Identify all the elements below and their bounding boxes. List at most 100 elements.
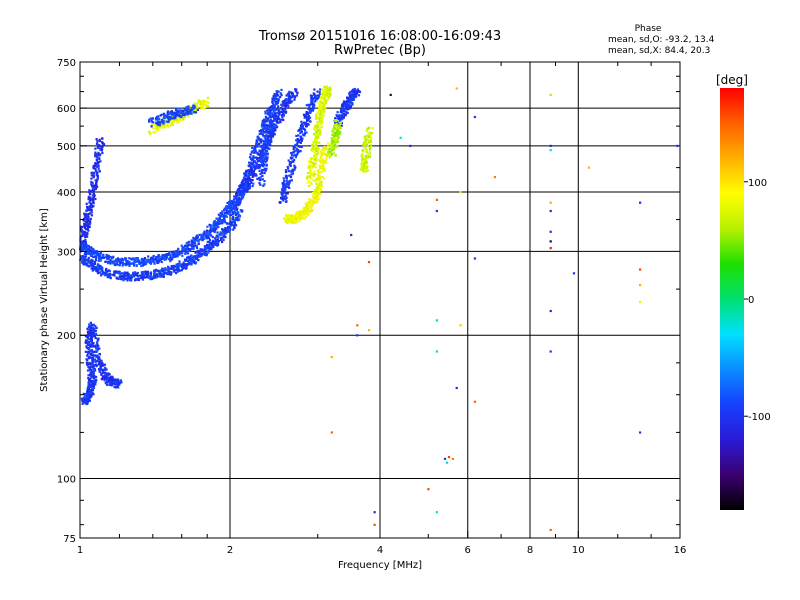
data-point bbox=[365, 148, 368, 151]
data-point bbox=[319, 133, 322, 136]
data-point bbox=[195, 237, 198, 240]
data-point bbox=[317, 197, 321, 201]
data-point bbox=[251, 146, 254, 149]
data-point bbox=[87, 252, 90, 255]
data-point bbox=[160, 126, 163, 129]
data-point bbox=[128, 264, 131, 267]
data-point bbox=[266, 127, 269, 130]
data-point bbox=[187, 115, 190, 118]
data-point bbox=[333, 145, 336, 148]
data-point bbox=[138, 262, 141, 265]
data-point bbox=[251, 156, 254, 159]
data-point bbox=[234, 217, 237, 220]
data-point bbox=[96, 343, 99, 346]
data-point bbox=[320, 91, 323, 94]
data-point bbox=[293, 218, 296, 222]
data-point bbox=[282, 197, 285, 200]
data-point bbox=[272, 115, 275, 118]
data-point bbox=[275, 117, 278, 120]
data-point bbox=[154, 124, 157, 127]
data-point bbox=[269, 135, 272, 138]
data-point bbox=[258, 179, 261, 182]
data-point bbox=[323, 99, 326, 102]
data-point bbox=[95, 375, 98, 379]
data-point bbox=[170, 265, 173, 268]
y-tick-label: 200 bbox=[57, 331, 76, 342]
data-point bbox=[84, 400, 87, 403]
data-point bbox=[291, 215, 294, 218]
data-point bbox=[136, 275, 139, 278]
data-point bbox=[84, 249, 87, 252]
data-point bbox=[122, 275, 125, 279]
data-point bbox=[131, 262, 134, 265]
data-point bbox=[313, 193, 316, 196]
data-point bbox=[87, 222, 90, 225]
data-point bbox=[83, 218, 86, 221]
data-point bbox=[327, 147, 330, 150]
data-point bbox=[244, 172, 247, 175]
data-point bbox=[199, 254, 202, 257]
data-point bbox=[261, 154, 264, 157]
data-point bbox=[271, 99, 274, 102]
data-point bbox=[90, 180, 93, 183]
data-point bbox=[184, 263, 188, 266]
data-point bbox=[90, 369, 93, 372]
data-point bbox=[206, 225, 209, 228]
data-point bbox=[225, 232, 228, 235]
data-point bbox=[91, 358, 94, 361]
data-point bbox=[89, 199, 92, 202]
data-point bbox=[169, 254, 172, 257]
data-point bbox=[81, 225, 84, 228]
data-point bbox=[149, 278, 152, 281]
data-point bbox=[85, 358, 88, 361]
data-point bbox=[97, 168, 100, 171]
data-point bbox=[175, 251, 178, 254]
data-point bbox=[315, 135, 318, 138]
data-point bbox=[168, 257, 171, 260]
data-point bbox=[105, 270, 108, 273]
data-point bbox=[116, 384, 119, 387]
data-point bbox=[187, 252, 190, 255]
data-point bbox=[316, 120, 319, 123]
data-point bbox=[93, 255, 97, 258]
data-point bbox=[269, 111, 272, 114]
data-point bbox=[93, 262, 96, 265]
data-point bbox=[363, 145, 366, 149]
data-point bbox=[361, 143, 365, 146]
data-point bbox=[100, 373, 103, 376]
data-point bbox=[320, 161, 323, 164]
data-point bbox=[116, 271, 119, 274]
data-point bbox=[258, 132, 261, 135]
data-point bbox=[106, 276, 109, 279]
data-point bbox=[221, 210, 224, 213]
data-point bbox=[304, 121, 307, 124]
data-point bbox=[327, 88, 330, 91]
data-point bbox=[190, 254, 193, 257]
data-point bbox=[297, 216, 300, 219]
data-point bbox=[243, 193, 246, 196]
data-point bbox=[90, 267, 93, 270]
data-point bbox=[266, 146, 269, 150]
data-point bbox=[152, 255, 155, 258]
data-point bbox=[251, 175, 254, 178]
data-point bbox=[194, 251, 197, 254]
data-point bbox=[187, 106, 190, 109]
data-point bbox=[327, 150, 330, 153]
data-point bbox=[92, 192, 95, 195]
data-point bbox=[233, 198, 236, 201]
data-point bbox=[184, 244, 188, 247]
data-point bbox=[225, 215, 228, 218]
data-point bbox=[427, 488, 430, 491]
data-point bbox=[90, 214, 93, 217]
data-point bbox=[587, 166, 590, 169]
data-point bbox=[133, 257, 136, 260]
data-point bbox=[86, 386, 89, 389]
data-point bbox=[216, 234, 219, 237]
data-point bbox=[273, 117, 276, 120]
data-point bbox=[312, 103, 315, 106]
data-point bbox=[264, 155, 267, 158]
data-point bbox=[284, 108, 287, 111]
data-point bbox=[87, 333, 90, 336]
data-point bbox=[366, 145, 369, 148]
data-point bbox=[306, 209, 309, 212]
